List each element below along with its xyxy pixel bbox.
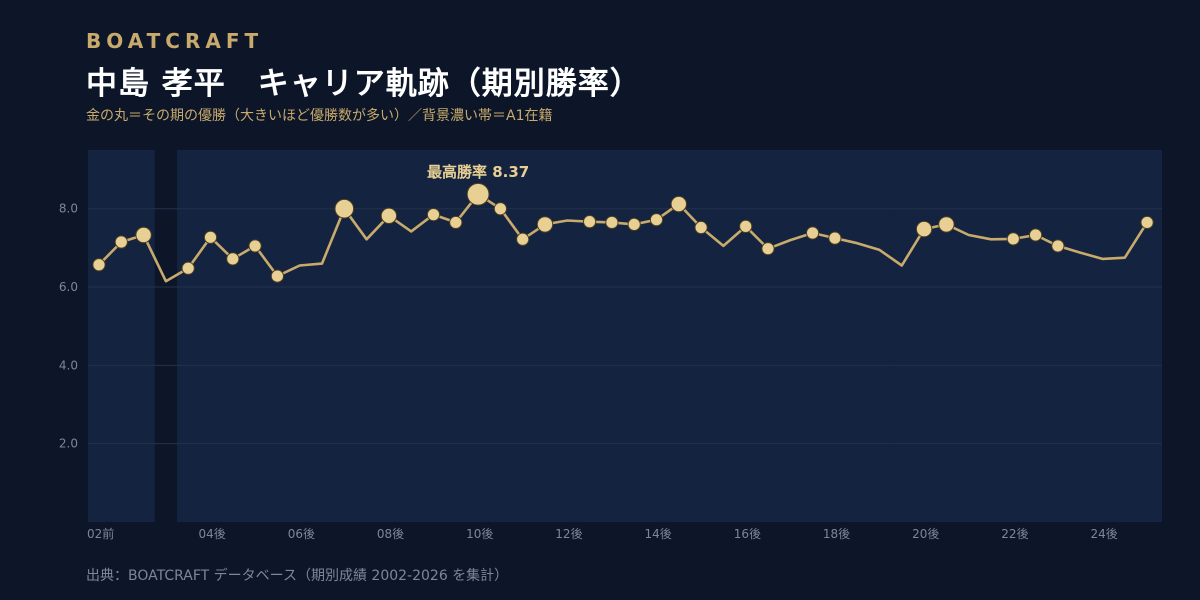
win-marker xyxy=(114,235,128,249)
x-tick-label: 22後 xyxy=(1001,527,1028,541)
chart-subtitle: 金の丸＝その期の優勝（大きいほど優勝数が多い）／背景濃い帯＝A1在籍 xyxy=(86,108,553,124)
x-axis: 02前 04後 06後 08後 10後 12後 14後 16後 18後 20後 22後 24後 xyxy=(87,526,1118,541)
win-marker xyxy=(449,215,463,230)
win-marker xyxy=(426,208,441,222)
win-marker xyxy=(270,269,284,283)
win-marker xyxy=(334,198,355,219)
win-marker xyxy=(915,220,933,238)
peak-annotation: 最高勝率 8.37 xyxy=(427,163,529,181)
x-tick-label: 12後 xyxy=(555,527,582,541)
win-marker xyxy=(181,261,195,275)
win-marker xyxy=(605,215,619,230)
brand-label: BOATCRAFT xyxy=(86,29,264,53)
win-marker xyxy=(1140,215,1154,230)
win-marker xyxy=(649,213,664,227)
win-marker xyxy=(203,230,218,244)
x-tick-label: 02前 xyxy=(87,526,114,541)
x-tick-label: 20後 xyxy=(912,527,939,541)
win-marker xyxy=(1051,239,1065,253)
source-note: 出典：BOATCRAFT データベース（期別成績 2002-2026 を集計） xyxy=(86,568,509,584)
y-tick-label: 4.0 xyxy=(59,358,78,372)
y-tick-label: 8.0 xyxy=(59,202,78,216)
win-marker xyxy=(627,217,641,231)
win-marker xyxy=(536,216,554,233)
x-tick-label: 06後 xyxy=(288,527,315,541)
win-marker xyxy=(938,216,955,233)
x-tick-label: 04後 xyxy=(199,527,226,541)
grid-lines xyxy=(88,208,1162,445)
win-marker xyxy=(226,252,240,266)
y-tick-label: 6.0 xyxy=(59,280,78,294)
a1-band-2 xyxy=(177,150,891,522)
x-tick-label: 10後 xyxy=(466,527,493,541)
win-marker xyxy=(583,215,597,229)
win-marker xyxy=(248,239,262,253)
y-tick-label: 2.0 xyxy=(59,437,78,451)
win-marker xyxy=(135,226,152,244)
x-tick-label: 14後 xyxy=(645,527,672,541)
win-marker xyxy=(806,226,820,240)
win-marker xyxy=(694,220,708,235)
win-marker xyxy=(1006,232,1020,246)
x-tick-label: 16後 xyxy=(734,527,761,541)
win-marker xyxy=(828,231,842,245)
win-marker xyxy=(516,232,530,246)
win-marker xyxy=(1029,228,1043,242)
annotations: 最高勝率 8.37 xyxy=(427,163,529,181)
a1-band-1 xyxy=(88,150,155,522)
win-marker xyxy=(739,219,753,233)
win-marker xyxy=(92,258,106,272)
y-axis: 2.0 4.0 6.0 8.0 xyxy=(59,202,78,451)
x-tick-label: 18後 xyxy=(823,527,850,541)
win-marker xyxy=(466,182,490,206)
win-marker xyxy=(761,242,775,256)
x-tick-label: 08後 xyxy=(377,527,404,541)
win-marker xyxy=(493,202,507,216)
win-marker xyxy=(380,207,398,224)
a1-bands xyxy=(88,150,1162,522)
win-markers xyxy=(92,182,1154,283)
x-tick-label: 24後 xyxy=(1091,527,1118,541)
a1-band-3 xyxy=(890,150,1162,522)
win-marker xyxy=(670,195,687,213)
chart-title: 中島 孝平 キャリア軌跡（期別勝率） xyxy=(86,66,642,102)
